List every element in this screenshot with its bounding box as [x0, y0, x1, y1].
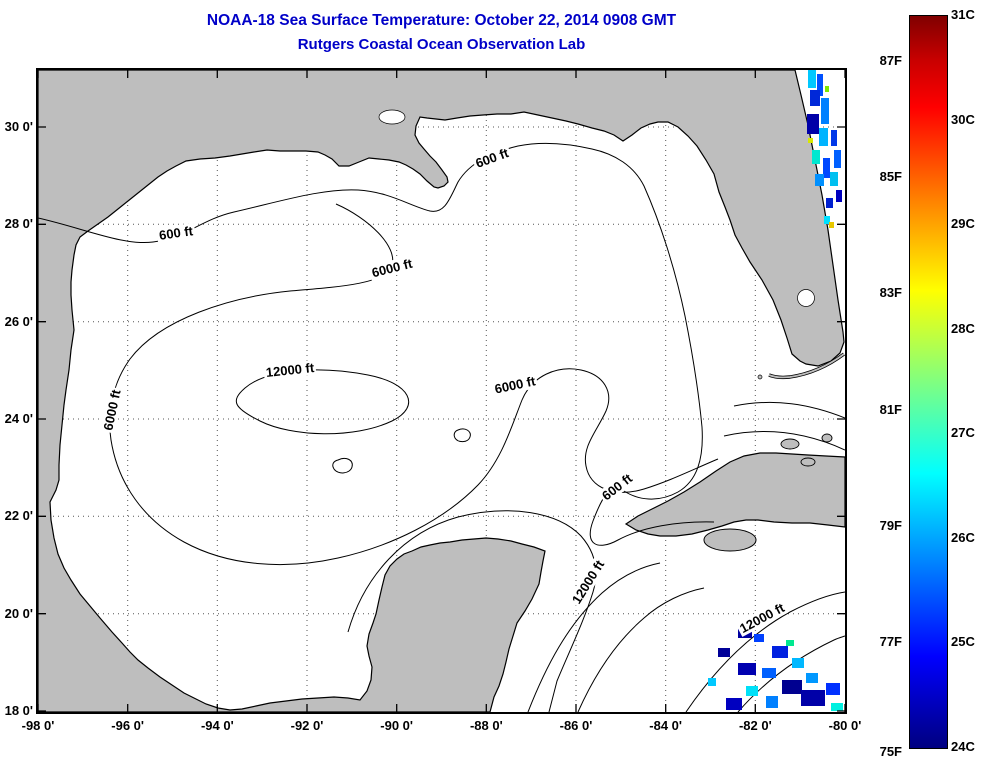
land-north-america — [38, 70, 845, 712]
colorbar-celsius-label-5: 26C — [951, 529, 975, 545]
y-axis-tick-label-3: 24 0' — [4, 410, 33, 426]
colorbar-fahrenheit-label-5: 77F — [879, 634, 902, 649]
figure-title: NOAA-18 Sea Surface Temperature: October… — [206, 12, 677, 29]
colorbar-celsius-label-2: 29C — [951, 216, 975, 232]
sst-patch-atlantic — [807, 70, 842, 228]
x-axis-tick-label-5: -88 0' — [469, 718, 503, 733]
colorbar-celsius-label-4: 27C — [951, 425, 975, 441]
lake-pontchartrain — [378, 109, 406, 125]
y-axis-tick-label-5: 20 0' — [4, 605, 33, 621]
land-bahamas — [780, 433, 833, 467]
colorbar-fahrenheit-label-0: 87F — [879, 53, 902, 68]
x-axis-tick-label-3: -92 0' — [290, 718, 324, 733]
x-axis-tick-label-9: -80 0' — [828, 718, 862, 733]
gulf-of-mexico-map — [38, 70, 845, 712]
colorbar-celsius-label-7: 24C — [951, 738, 975, 754]
colorbar-fahrenheit-label-3: 81F — [879, 401, 902, 417]
axis-tick-marks — [38, 70, 845, 712]
x-axis-tick-label-6: -86 0' — [559, 718, 593, 733]
x-axis-tick-label-0: -98 0' — [21, 718, 55, 733]
x-axis-tick-label-1: -96 0' — [111, 718, 145, 733]
sst-patch-caribbean — [708, 628, 843, 711]
florida-keys — [757, 352, 845, 380]
y-axis-tick-label-6: 18 0' — [4, 702, 33, 718]
y-axis-tick-label-2: 26 0' — [4, 313, 33, 329]
x-axis-tick-label-7: -84 0' — [649, 718, 683, 733]
colorbar-celsius-label-1: 30C — [951, 111, 975, 127]
lake-okeechobee — [797, 289, 815, 307]
x-axis-tick-label-8: -82 0' — [738, 718, 772, 733]
grid-lines — [38, 70, 845, 712]
colorbar-celsius-label-0: 31C — [951, 7, 975, 22]
colorbar-celsius-label-6: 25C — [951, 634, 975, 650]
colorbar — [909, 15, 948, 749]
colorbar-fahrenheit-label-4: 79F — [879, 517, 902, 533]
y-axis-tick-label-1: 28 0' — [4, 216, 33, 232]
colorbar-fahrenheit-label-2: 83F — [879, 285, 902, 301]
x-axis-tick-label-2: -94 0' — [200, 718, 234, 733]
y-axis-tick-label-0: 30 0' — [4, 119, 33, 134]
colorbar-fahrenheit-label-1: 85F — [879, 169, 902, 185]
map-axes: 600 ft 600 ft 600 ft 6000 ft 6000 ft 6000 ft 1… — [36, 68, 847, 714]
colorbar-fahrenheit-label-6: 75F — [879, 744, 902, 759]
x-axis-tick-label-4: -90 0' — [380, 718, 414, 733]
figure-subtitle: Rutgers Coastal Ocean Observation Lab — [297, 36, 586, 53]
land-cuba — [624, 452, 845, 552]
y-axis-tick-label-4: 22 0' — [4, 508, 33, 524]
colorbar-celsius-label-3: 28C — [951, 320, 975, 336]
bathymetry-contours — [38, 142, 845, 712]
isle-of-youth — [703, 528, 757, 552]
